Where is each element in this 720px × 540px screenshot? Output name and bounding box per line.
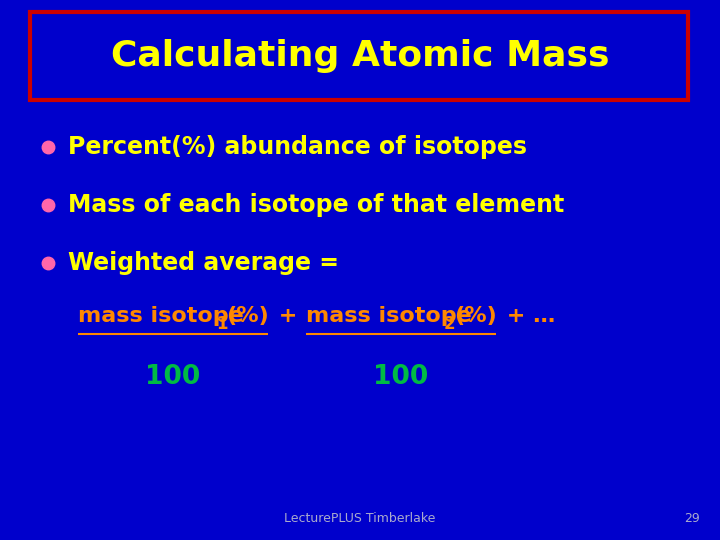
Text: Mass of each isotope of that element: Mass of each isotope of that element — [68, 193, 564, 217]
Text: + …: + … — [499, 306, 555, 326]
Text: 1: 1 — [216, 315, 228, 333]
Text: mass isotope: mass isotope — [306, 306, 472, 326]
Text: LecturePLUS Timberlake: LecturePLUS Timberlake — [284, 511, 436, 524]
Text: Calculating Atomic Mass: Calculating Atomic Mass — [111, 39, 609, 73]
Text: 100: 100 — [145, 364, 201, 390]
Text: 100: 100 — [374, 364, 428, 390]
FancyBboxPatch shape — [30, 12, 688, 100]
Text: (%): (%) — [226, 306, 269, 326]
Text: (%): (%) — [454, 306, 497, 326]
Text: Percent(%) abundance of isotopes: Percent(%) abundance of isotopes — [68, 135, 527, 159]
Text: +: + — [271, 306, 305, 326]
Text: mass isotope: mass isotope — [78, 306, 244, 326]
Text: 2: 2 — [444, 315, 456, 333]
Text: Weighted average =: Weighted average = — [68, 251, 339, 275]
Text: 29: 29 — [684, 511, 700, 524]
